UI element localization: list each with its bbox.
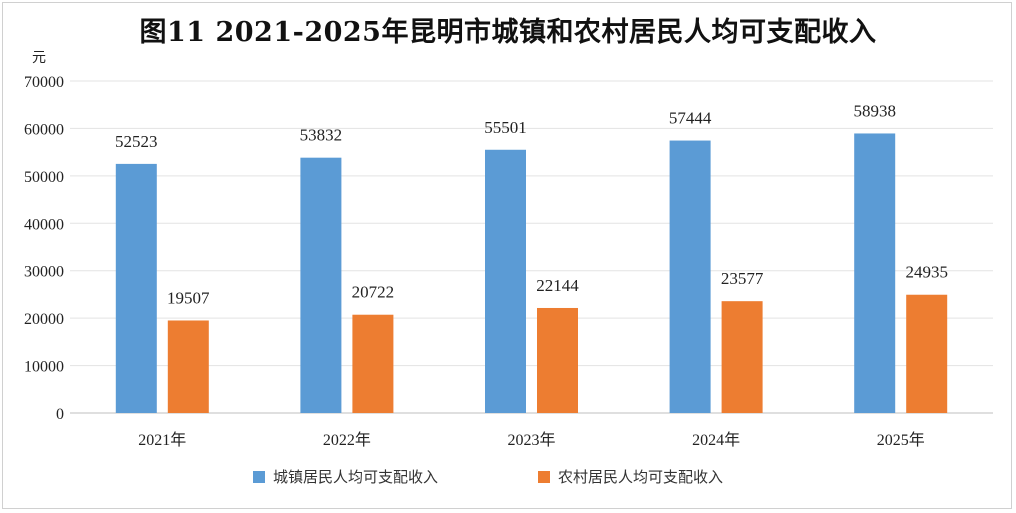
chart-title: 图11 2021-2025年昆明市城镇和农村居民人均可支配收入	[139, 17, 877, 48]
bar-rural	[537, 307, 578, 413]
y-tick-label: 0	[56, 406, 64, 423]
data-label-rural: 23577	[721, 269, 764, 288]
legend-swatch-rural	[538, 470, 550, 483]
bar-urban	[115, 163, 157, 413]
data-label-urban: 52523	[115, 132, 158, 151]
data-label-rural: 24935	[905, 263, 948, 282]
x-tick-label: 2024年	[692, 431, 740, 449]
data-label-rural: 22144	[536, 276, 579, 295]
bar-urban	[669, 140, 711, 413]
bar-urban	[300, 157, 342, 413]
y-tick-label: 40000	[24, 216, 64, 233]
legend: 城镇居民人均可支配收入 农村居民人均可支配收入	[0, 466, 1016, 488]
legend-label-rural: 农村居民人均可支配收入	[558, 468, 724, 486]
data-label-urban: 57444	[669, 109, 712, 128]
data-label-urban: 58938	[853, 101, 896, 120]
x-tick-label: 2022年	[323, 431, 371, 449]
data-label-rural: 20722	[352, 283, 395, 302]
bar-rural	[721, 301, 763, 413]
data-label-urban: 53832	[300, 126, 343, 145]
y-tick-label: 10000	[24, 359, 64, 376]
x-tick-label: 2021年	[138, 431, 186, 449]
y-tick-label: 30000	[24, 264, 64, 281]
x-tick-label: 2025年	[877, 431, 925, 449]
bar-rural	[352, 314, 394, 413]
x-tick-label: 2023年	[507, 431, 555, 449]
y-tick-label: 70000	[24, 74, 64, 91]
bar-rural	[167, 320, 209, 413]
y-tick-label: 60000	[24, 121, 64, 138]
bar-urban	[485, 149, 526, 413]
legend-swatch-urban	[253, 470, 265, 483]
bar-urban	[854, 133, 896, 413]
legend-item-rural: 农村居民人均可支配收入	[538, 466, 723, 487]
data-label-urban: 55501	[484, 118, 527, 137]
y-tick-label: 20000	[24, 311, 64, 328]
data-label-rural: 19507	[167, 288, 210, 307]
legend-item-urban: 城镇居民人均可支配收入	[253, 466, 438, 487]
bar-rural	[906, 294, 948, 413]
legend-label-urban: 城镇居民人均可支配收入	[273, 468, 439, 486]
y-tick-label: 50000	[24, 169, 64, 186]
y-axis-unit-label: 元	[32, 50, 46, 66]
